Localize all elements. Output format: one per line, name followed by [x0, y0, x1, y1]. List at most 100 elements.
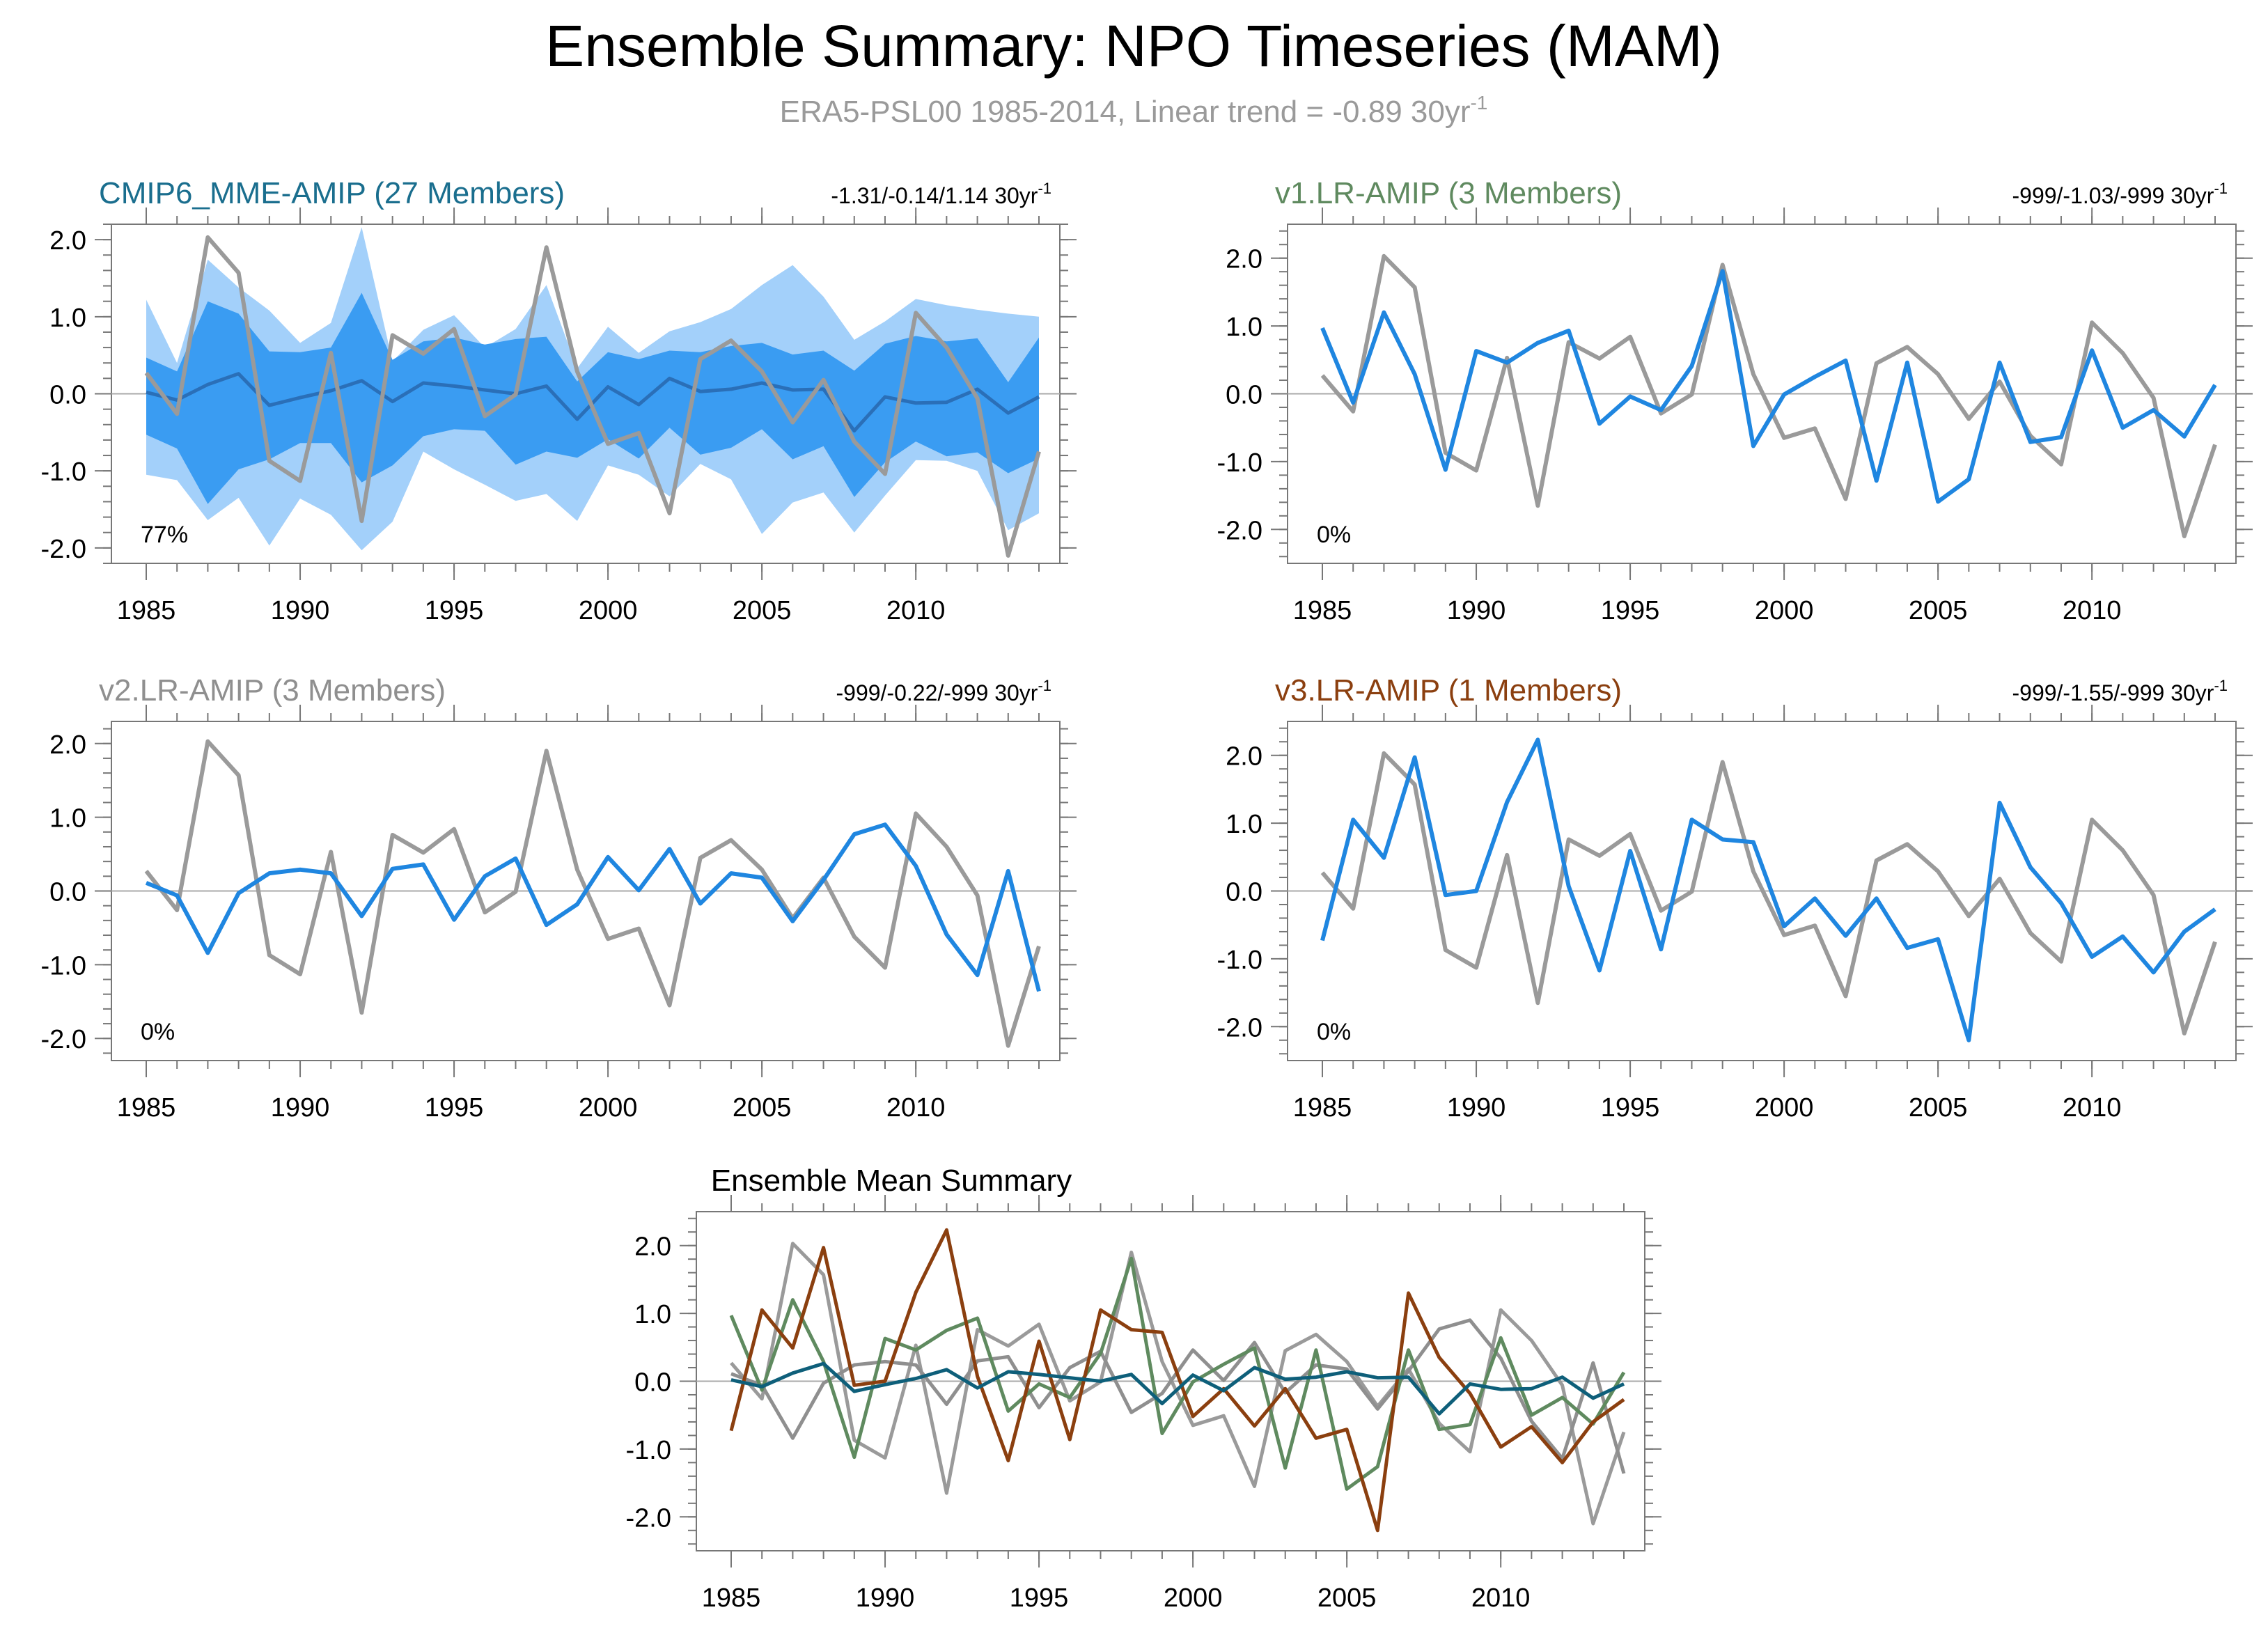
y-tick-label: -2.0	[1217, 516, 1262, 545]
trend-text: -999/-0.22/-999 30yr-1	[836, 677, 1051, 705]
x-tick-label: 2005	[1909, 1093, 1968, 1123]
x-tick-label: 2000	[579, 596, 638, 625]
trend-unit-sup: -1	[1038, 180, 1051, 197]
y-tick-label: 0.0	[1226, 381, 1262, 410]
x-tick-label: 1995	[1010, 1584, 1069, 1613]
x-tick-label: 1990	[271, 596, 330, 625]
series-line-CMIP6_MME-AMIP	[730, 1361, 1625, 1416]
y-tick-label: 1.0	[1226, 810, 1262, 839]
x-tick-label: 2000	[1755, 1093, 1814, 1123]
trend-value: -1.31/-0.14/1.14 30yr	[831, 183, 1038, 208]
y-tick-label: 0.0	[49, 878, 86, 907]
panel-title: v1.LR-AMIP (3 Members)	[1275, 176, 1622, 210]
x-tick-label: 2010	[1471, 1584, 1531, 1613]
panel-title: Ensemble Mean Summary	[711, 1164, 1072, 1198]
percent-label: 0%	[1317, 1019, 1351, 1045]
x-tick-label: 1985	[1293, 1093, 1352, 1123]
x-tick-label: 2010	[886, 1093, 946, 1123]
observation-line	[144, 235, 1041, 558]
percent-label: 0%	[141, 1019, 175, 1045]
x-tick-label: 1985	[117, 1093, 176, 1123]
series-line-v1.LR-AMIP	[729, 1256, 1626, 1491]
series-line-ERA5-PSL00	[730, 1242, 1626, 1526]
y-tick-label: -2.0	[41, 1025, 86, 1054]
trend-unit-sup: -1	[1038, 677, 1051, 694]
trend-value: -999/-1.03/-999 30yr	[2012, 183, 2214, 208]
x-tick-label: 2005	[733, 596, 792, 625]
panel-summary: 2.0 1.0 0.0 -1.0 -2.0 1985 1990 1995 2000 2005 201…	[626, 1164, 1661, 1613]
x-tick-label: 2010	[2063, 1093, 2122, 1123]
y-tick-label: 1.0	[49, 304, 86, 333]
series-line-v3.LR-AMIP	[729, 1228, 1625, 1533]
y-tick-label: 0.0	[1226, 878, 1262, 907]
panel-title: v3.LR-AMIP (1 Members)	[1275, 673, 1622, 707]
y-tick-label: -1.0	[1217, 448, 1262, 478]
y-tick-label: -1.0	[41, 951, 86, 980]
observation-line	[1320, 253, 2217, 538]
figure-subtitle: ERA5-PSL00 1985-2014, Linear trend = -0.…	[780, 92, 1488, 129]
x-tick-label: 1985	[117, 596, 176, 625]
observation-line	[1320, 751, 2217, 1035]
x-tick-label: 1995	[425, 596, 484, 625]
panel-title: CMIP6_MME-AMIP (27 Members)	[99, 176, 565, 210]
x-tick-label: 2000	[1755, 596, 1814, 625]
x-tick-label: 1985	[702, 1584, 761, 1613]
trend-value: -999/-0.22/-999 30yr	[836, 680, 1038, 705]
panels: 2.0 1.0 0.0 -1.0 -2.0 1985 1990 1995 2000 2005 201…	[41, 176, 2253, 1613]
model-line	[1320, 737, 2216, 1042]
y-tick-label: 2.0	[49, 226, 86, 256]
panel-title: v2.LR-AMIP (3 Members)	[99, 673, 446, 707]
y-tick-label: 1.0	[1226, 313, 1262, 342]
y-tick-label: 2.0	[1226, 742, 1262, 772]
x-tick-label: 1990	[271, 1093, 330, 1123]
x-tick-label: 2005	[1909, 596, 1968, 625]
figure-subtitle-text: ERA5-PSL00 1985-2014, Linear trend = -0.…	[780, 95, 1471, 129]
trend-value: -999/-1.55/-999 30yr	[2012, 680, 2214, 705]
x-tick-label: 2000	[579, 1093, 638, 1123]
x-tick-label: 1995	[1601, 1093, 1660, 1123]
figure-subtitle-sup: -1	[1470, 92, 1487, 114]
x-tick-label: 2000	[1164, 1584, 1223, 1613]
panel-v3: 2.0 1.0 0.0 -1.0 -2.0 1985 1990 1995 2000 2005 201…	[1217, 673, 2253, 1123]
x-tick-label: 2005	[1317, 1584, 1377, 1613]
x-tick-label: 1995	[1601, 596, 1660, 625]
y-tick-label: 2.0	[49, 730, 86, 760]
percent-label: 0%	[1317, 522, 1351, 548]
y-tick-label: 1.0	[634, 1300, 671, 1329]
y-tick-label: -1.0	[626, 1436, 671, 1465]
y-tick-label: 1.0	[49, 804, 86, 834]
minor-ticks	[103, 216, 1068, 572]
y-tick-label: -1.0	[1217, 946, 1262, 975]
y-tick-label: 2.0	[1226, 245, 1262, 274]
x-tick-label: 2010	[886, 596, 946, 625]
x-tick-label: 1985	[1293, 596, 1352, 625]
panel-v2: 2.0 1.0 0.0 -1.0 -2.0 1985 1990 1995 2000 2005 201…	[41, 673, 1077, 1123]
trend-text: -999/-1.55/-999 30yr-1	[2012, 677, 2228, 705]
trend-unit-sup: -1	[2214, 677, 2228, 694]
panel-v1: 2.0 1.0 0.0 -1.0 -2.0 1985 1990 1995 2000 2005 201…	[1217, 176, 2253, 625]
model-line	[145, 822, 1041, 992]
x-tick-label: 1990	[1447, 1093, 1506, 1123]
x-tick-label: 1995	[425, 1093, 484, 1123]
x-tick-label: 2010	[2063, 596, 2122, 625]
model-line	[1320, 269, 2217, 504]
y-tick-label: -2.0	[626, 1503, 671, 1533]
panel-mme: 2.0 1.0 0.0 -1.0 -2.0 1985 1990 1995 2000 2005 201…	[41, 176, 1077, 625]
y-tick-label: 2.0	[634, 1233, 671, 1262]
trend-unit-sup: -1	[2214, 180, 2228, 197]
trend-text: -999/-1.03/-999 30yr-1	[2012, 180, 2228, 208]
x-tick-label: 1990	[856, 1584, 915, 1613]
trend-text: -1.31/-0.14/1.14 30yr-1	[831, 180, 1051, 208]
percent-label: 77%	[141, 522, 188, 548]
y-tick-label: 0.0	[49, 381, 86, 410]
x-tick-label: 2005	[733, 1093, 792, 1123]
figure-title: Ensemble Summary: NPO Timeseries (MAM)	[545, 13, 1722, 79]
y-tick-label: 0.0	[634, 1368, 671, 1398]
observation-line	[144, 739, 1041, 1048]
x-tick-label: 1990	[1447, 596, 1506, 625]
spread-band-inner	[146, 292, 1039, 504]
y-tick-label: -2.0	[1217, 1013, 1262, 1042]
y-tick-label: -2.0	[41, 535, 86, 564]
